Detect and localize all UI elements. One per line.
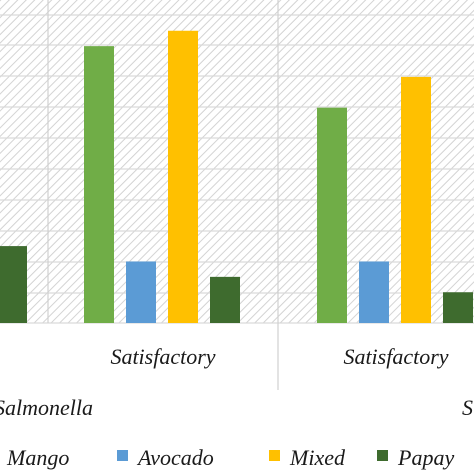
legend-swatch-avocado (117, 450, 128, 461)
legend-label-avocado: Avocado (136, 445, 214, 470)
bar-avocado-unsatisfactory (126, 261, 156, 323)
bar-papay-satisfactory (443, 292, 473, 323)
bar-mango-satisfactory (317, 107, 347, 324)
legend-label-papay: Papay (397, 445, 454, 470)
legend-swatch-papay (377, 450, 388, 461)
category-dividers (47, 0, 279, 390)
parent-label-salmonella: Salmonella (0, 395, 93, 420)
legend-label-mango: Mango (6, 445, 69, 470)
bar-papay-prev (0, 246, 27, 323)
bar-mango-unsatisfactory (84, 46, 114, 324)
category-label-satisfactory: Satisfactory (343, 344, 448, 369)
bar-avocado-satisfactory (359, 261, 389, 323)
bar-papay-unsatisfactory (210, 276, 240, 323)
parent-label-s: S (462, 395, 473, 420)
bar-mixed-satisfactory (401, 76, 431, 324)
bars (0, 30, 473, 324)
bar-mixed-unsatisfactory (168, 30, 198, 324)
category-label-unsatisfactory: Satisfactory (110, 344, 215, 369)
plot-area-background (0, 0, 474, 323)
legend-label-mixed: Mixed (289, 445, 346, 470)
legend-swatch-mixed (269, 450, 280, 461)
legend: Mango Avocado Mixed Papay (6, 445, 454, 470)
